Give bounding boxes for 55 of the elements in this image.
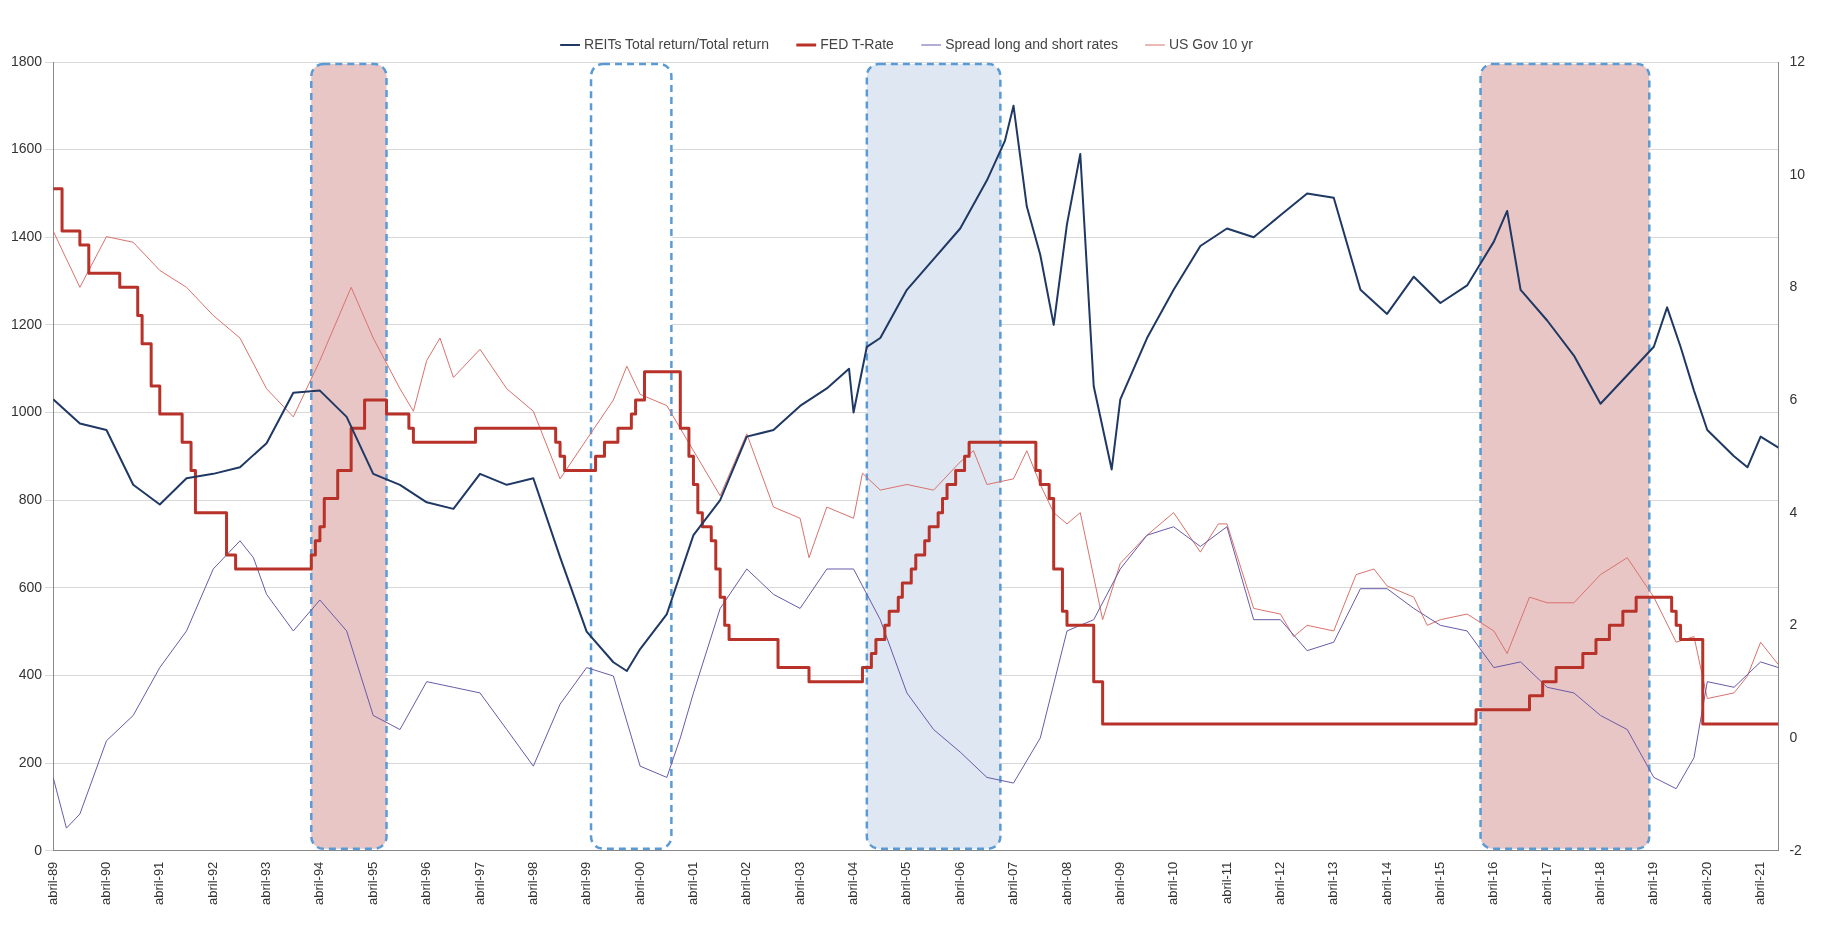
x-tick-label: abril-00 (631, 861, 647, 905)
x-tick-label: abril-14 (1378, 861, 1394, 905)
legend-label: US Gov 10 yr (1168, 35, 1254, 52)
x-tick-label: abril-96 (418, 861, 434, 905)
x-tick-label: abril-05 (898, 861, 914, 905)
x-tick-label: abril-90 (98, 861, 114, 905)
y-tick-label: 600 (18, 578, 43, 595)
x-tick-label: abril-89 (44, 861, 60, 905)
y-tick-label: 0 (34, 841, 43, 858)
x-tick-label: abril-02 (738, 861, 754, 905)
x-tick-label: abril-98 (524, 861, 540, 905)
y2-tick-label: 2 (1789, 616, 1798, 633)
x-tick-label: abril-10 (1165, 861, 1181, 905)
legend-label: Spread long and short rates (945, 35, 1118, 52)
y-tick-label: 800 (18, 491, 43, 507)
x-tick-label: abril-16 (1485, 861, 1501, 905)
x-tick-label: abril-19 (1645, 861, 1661, 905)
x-tick-label: abril-06 (951, 861, 967, 905)
y2-tick-label: 4 (1789, 503, 1798, 520)
y2-tick-label: 8 (1789, 278, 1798, 295)
x-tick-label: abril-95 (364, 861, 380, 905)
legend-label: REITs Total return/Total return (584, 35, 769, 52)
legend-label: FED T-Rate (820, 35, 895, 52)
x-tick-label: abril-92 (204, 861, 220, 905)
x-tick-label: abril-94 (311, 861, 327, 905)
x-tick-label: abril-97 (471, 861, 487, 905)
x-tick-label: abril-91 (151, 861, 167, 905)
y-tick-label: 1600 (10, 140, 43, 157)
x-tick-label: abril-93 (258, 861, 274, 905)
x-tick-label: abril-17 (1538, 861, 1554, 905)
y-tick-label: 1800 (10, 52, 43, 69)
y-tick-label: 1200 (10, 315, 43, 332)
y-tick-label: 1000 (10, 403, 43, 420)
x-tick-label: abril-12 (1272, 861, 1287, 905)
y2-tick-label: -2 (1789, 841, 1803, 858)
x-tick-label: abril-99 (578, 861, 594, 905)
y-tick-label: 400 (18, 666, 43, 683)
y2-tick-label: 12 (1789, 52, 1806, 69)
y-tick-label: 1400 (10, 228, 43, 245)
x-tick-label: abril-03 (791, 861, 807, 905)
x-tick-label: abril-11 (1218, 861, 1234, 905)
y2-tick-label: 6 (1789, 390, 1798, 407)
x-tick-label: abril-15 (1431, 861, 1447, 905)
y2-tick-label: 10 (1789, 165, 1806, 182)
y2-tick-label: 0 (1789, 728, 1798, 745)
x-tick-label: abril-08 (1058, 861, 1074, 905)
x-tick-label: abril-09 (1111, 861, 1127, 905)
y-tick-label: 200 (18, 753, 43, 770)
x-tick-label: abril-20 (1698, 861, 1714, 905)
x-tick-label: abril-18 (1592, 861, 1608, 905)
x-tick-label: abril-04 (845, 861, 861, 905)
x-tick-label: abril-13 (1325, 861, 1341, 905)
x-tick-label: abril-01 (685, 861, 701, 905)
x-tick-label: abril-21 (1752, 861, 1768, 905)
x-tick-label: abril-07 (1005, 861, 1021, 905)
